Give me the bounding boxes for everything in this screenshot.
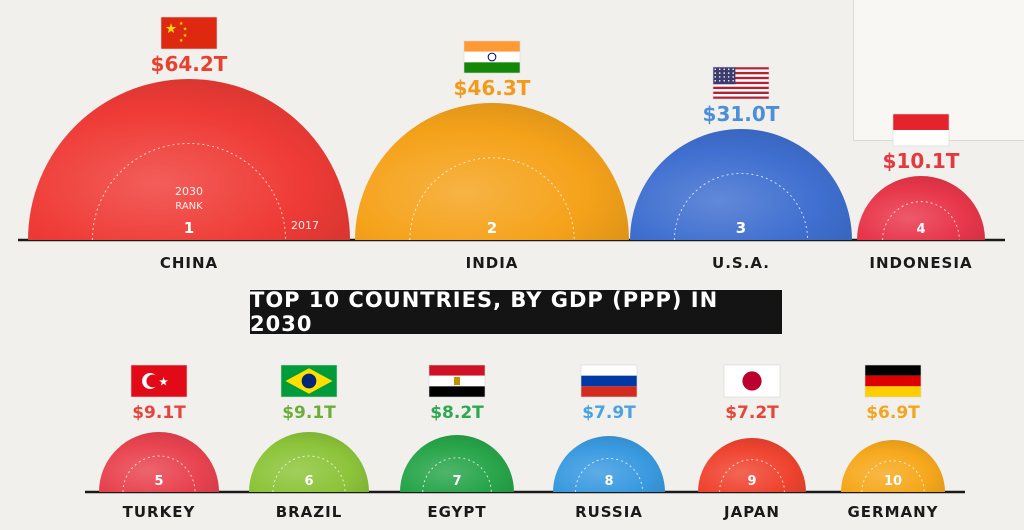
svg-text:★: ★ [179,21,184,27]
country-name-egypt: EGYPT [427,503,486,521]
country-brazil: 6 $9.1T BRAZIL [249,403,369,521]
country-china: 1 $64.2T CHINA [28,52,350,272]
value-label-india: $46.3T [454,76,531,100]
inner-arc-china [91,142,287,241]
inner-arc-usa [673,172,809,241]
country-name-japan: JAPAN [723,503,780,521]
country-name-india: INDIA [466,254,519,272]
rank-label: 8 [604,474,613,489]
usa-flag-icon [712,66,770,100]
gdp-semicircle-china [28,79,350,240]
value-label-china: $64.2T [151,52,228,76]
gdp-semicircle-indonesia [857,176,985,240]
rank-label: 5 [154,474,163,489]
gdp-semicircle-germany [841,440,945,492]
value-label-turkey: $9.1T [132,403,186,423]
gdp-semicircle-usa [630,129,852,240]
russia-flag-icon [580,364,638,398]
japan-flag-icon [723,364,781,398]
inner-arc-indonesia [882,201,960,241]
gdp-semicircle-japan [698,438,806,492]
indonesia-flag-icon [892,113,950,147]
rank-label: 10 [884,474,902,489]
country-name-indonesia: INDONESIA [869,254,972,272]
svg-text:★: ★ [183,33,188,39]
brazil-flag-icon [280,364,338,398]
rank-annotation-2: RANK [175,201,203,212]
country-name-china: CHINA [160,254,218,272]
country-name-brazil: BRAZIL [276,503,343,521]
country-japan: 9 $7.2T JAPAN [698,403,806,521]
turkey-flag-icon: ★ [130,364,188,398]
inner-arc-russia [574,457,644,493]
value-label-usa: $31.0T [703,102,780,126]
rank-label: 7 [452,474,461,489]
rank-label: 1 [184,219,194,237]
country-egypt: 7 $8.2T EGYPT [400,403,514,521]
country-usa: 3 $31.0T U.S.A. [630,102,852,272]
gdp-semicircle-russia [553,436,665,492]
country-name-turkey: TURKEY [123,503,196,521]
svg-text:★: ★ [179,38,184,44]
india-flag-icon [463,40,521,74]
country-indonesia: 4 $10.1T INDONESIA [857,149,985,272]
rank-label: 2 [487,219,497,237]
rank-label: 9 [747,474,756,489]
rank-label: 4 [916,222,925,237]
svg-text:★: ★ [183,26,188,32]
gdp-semicircle-turkey [99,432,219,492]
rank-label: 6 [304,474,313,489]
country-name-usa: U.S.A. [712,254,770,272]
gdp-semicircle-egypt [400,435,514,492]
svg-text:★: ★ [158,374,168,388]
value-label-germany: $6.9T [866,403,920,423]
value-label-egypt: $8.2T [430,403,484,423]
chart-title: TOP 10 COUNTRIES, BY GDP (PPP) IN 2030 [250,288,782,336]
svg-text:★: ★ [165,22,177,37]
rank-annotation: 2030 [175,185,203,198]
country-name-russia: RUSSIA [575,503,643,521]
year-annotation: 2017 [291,219,319,232]
egypt-flag-icon [428,364,486,398]
value-label-russia: $7.9T [582,403,636,423]
rank-label: 3 [736,219,746,237]
gdp-semicircle-india [355,103,629,240]
inner-arc-japan [719,459,785,493]
country-turkey: 5 $9.1T TURKEY [99,403,219,521]
country-germany: 10 $6.9T GERMANY [841,403,945,521]
inner-arc-brazil [272,455,346,493]
country-russia: 8 $7.9T RUSSIA [553,403,665,521]
country-name-germany: GERMANY [847,503,938,521]
china-flag-icon: ★ ★★★★ [160,16,218,50]
gdp-semicircle-brazil [249,432,369,492]
country-india: 2 $46.3T INDIA [355,76,629,272]
value-label-brazil: $9.1T [282,403,336,423]
value-label-indonesia: $10.1T [883,149,960,173]
value-label-japan: $7.2T [725,403,779,423]
germany-flag-icon [864,364,922,398]
inner-arc-turkey [122,455,196,493]
